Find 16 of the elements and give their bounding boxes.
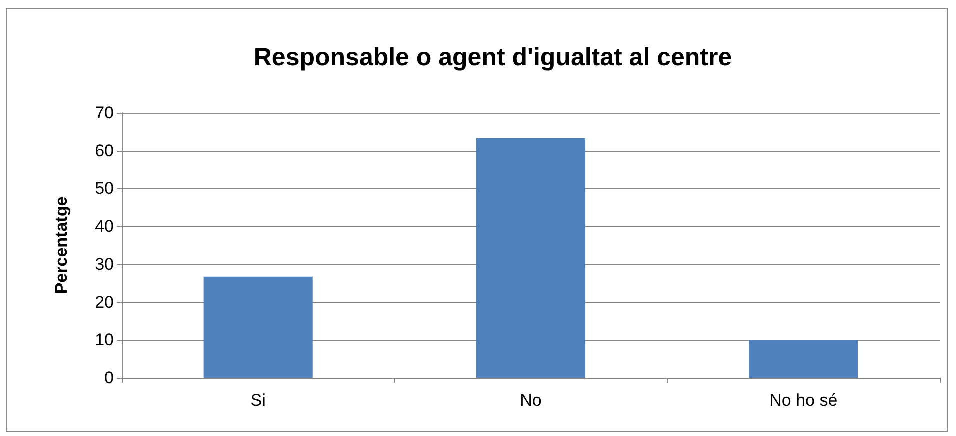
chart-title: Responsable o agent d'igualtat al centre: [254, 44, 732, 72]
y-tick-label: 60: [95, 141, 114, 160]
x-tick-label: Si: [250, 391, 266, 410]
bar: [204, 276, 313, 378]
y-tick-label: 50: [95, 179, 114, 198]
y-tick-label: 0: [104, 368, 114, 388]
y-tick-label: 30: [95, 254, 114, 274]
y-tick-label: 20: [95, 292, 114, 312]
x-tick-label: No ho sé: [770, 391, 838, 410]
bar: [476, 138, 586, 378]
bar: [749, 340, 858, 378]
y-axis-title: Percentatge: [52, 196, 71, 294]
y-tick-label: 70: [95, 104, 114, 122]
y-tick-label: 40: [95, 217, 114, 236]
x-tick-label: No: [520, 391, 542, 410]
y-tick-label: 10: [95, 330, 114, 350]
